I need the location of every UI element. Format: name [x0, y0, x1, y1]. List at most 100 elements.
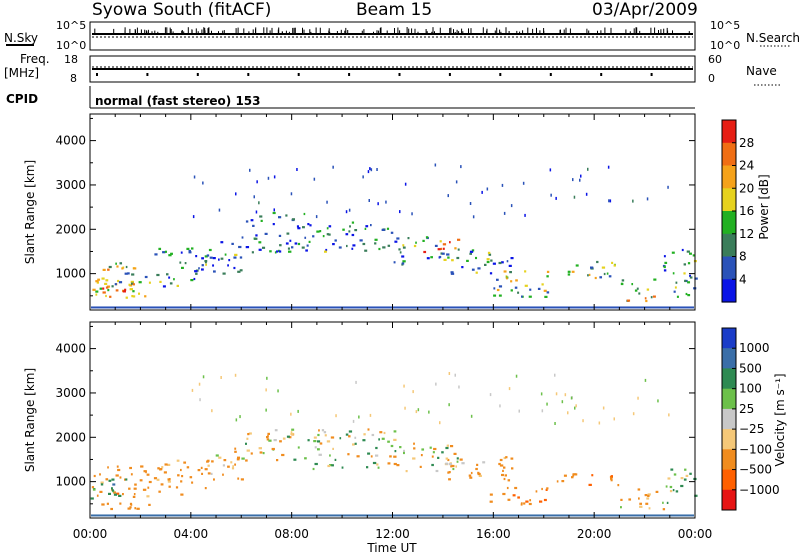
velocity-cell	[324, 434, 327, 437]
velocity-noise	[499, 404, 501, 408]
power-cell	[506, 277, 508, 280]
power-cell	[254, 237, 258, 240]
velocity-cell	[501, 473, 504, 477]
velocity-cell	[683, 478, 687, 481]
power-cell	[124, 288, 127, 291]
power-cell	[297, 242, 301, 246]
velocity-cell	[241, 457, 245, 460]
power-cell	[486, 258, 490, 261]
velocity-colorbar-label: Velocity [m s⁻¹]	[773, 373, 787, 466]
power-noise	[501, 183, 504, 187]
velocity-cell	[271, 447, 275, 451]
power-noise	[524, 213, 526, 217]
power-cell	[301, 246, 305, 249]
velocity-cell	[237, 456, 241, 459]
power-cell	[663, 255, 666, 258]
velocity-cell	[478, 474, 482, 477]
power-cell	[351, 247, 354, 250]
power-noise	[253, 195, 255, 199]
velocity-noise	[637, 396, 639, 400]
power-cell	[342, 228, 345, 231]
velocity-cell	[314, 462, 318, 466]
power-cell	[425, 236, 429, 239]
power-cell	[291, 246, 294, 249]
power-cell	[529, 288, 532, 291]
velocity-cell	[617, 484, 620, 487]
power-cell	[626, 299, 631, 302]
velocity-cell	[329, 464, 333, 467]
power-cell	[685, 292, 688, 296]
power-cell	[546, 291, 550, 294]
velocity-colorbar: 1000 500 100 25 −25 −100 −500 −1000	[721, 327, 780, 511]
velocity-cell	[543, 498, 547, 502]
velocity-cell	[413, 442, 415, 445]
power-cell	[92, 288, 96, 291]
power-noise	[377, 202, 379, 206]
power-colorbar-tick-label: 8	[739, 250, 747, 264]
velocity-cell	[339, 437, 342, 440]
velocity-cell	[673, 473, 677, 476]
velocity-cell	[672, 489, 675, 492]
power-cell	[443, 258, 447, 261]
velocity-cell	[377, 466, 380, 469]
power-cell	[128, 283, 131, 286]
velocity-cell	[420, 454, 423, 457]
nsky-spikes	[94, 27, 690, 34]
power-cell	[587, 274, 589, 277]
power-cell	[306, 244, 309, 247]
velocity-cell	[262, 452, 265, 455]
velocity-cell	[142, 488, 147, 491]
velocity-cell	[450, 445, 454, 448]
power-cell	[212, 264, 215, 267]
velocity-noise	[657, 399, 659, 403]
velocity-cell	[376, 463, 379, 466]
power-colorbar-tick-label: 16	[739, 204, 754, 218]
velocity-cell	[429, 446, 432, 449]
velocity-cell	[362, 439, 366, 442]
velocity-cell	[164, 463, 168, 466]
power-cell	[374, 238, 378, 241]
velocity-cell	[258, 447, 262, 450]
power-cell	[402, 244, 405, 247]
power-cell	[119, 262, 123, 265]
velocity-cell	[475, 467, 478, 471]
velocity-cell	[117, 468, 121, 472]
velocity-cell	[383, 431, 386, 435]
power-cell	[493, 294, 497, 297]
velocity-cell	[455, 465, 458, 468]
power-cell	[675, 281, 678, 284]
velocity-cell	[232, 465, 234, 468]
power-noise	[192, 215, 195, 219]
power-cell	[264, 232, 268, 235]
velocity-noise	[265, 388, 267, 392]
velocity-cell	[169, 478, 171, 481]
velocity-cell	[159, 468, 163, 471]
velocity-cell	[694, 494, 698, 497]
velocity-cell	[266, 436, 269, 439]
velocity-cell	[127, 507, 131, 510]
x-tick-label: 12:00	[375, 527, 410, 541]
power-cell	[503, 270, 507, 273]
velocity-cell	[180, 468, 182, 472]
power-cell	[422, 239, 425, 242]
velocity-colorbar-segment	[722, 348, 736, 369]
nsearch-label: N.Search	[746, 31, 800, 45]
velocity-cell	[445, 457, 449, 460]
velocity-cell	[419, 465, 422, 468]
power-noise	[313, 177, 316, 181]
power-noise	[455, 180, 458, 184]
power-noise	[326, 200, 328, 204]
power-noise	[369, 167, 371, 171]
velocity-cell	[167, 480, 171, 483]
velocity-cell	[435, 469, 439, 473]
velocity-noise	[191, 388, 194, 392]
velocity-noise	[297, 409, 299, 413]
power-cell	[287, 247, 290, 250]
power-cell	[97, 278, 101, 281]
velocity-cell	[181, 475, 184, 478]
power-cell	[461, 266, 464, 269]
nsearch-tick-bottom: 10^0	[710, 39, 740, 52]
freq-tick-bottom: 8	[70, 72, 77, 85]
power-cell	[477, 267, 481, 270]
velocity-cell	[367, 452, 371, 455]
